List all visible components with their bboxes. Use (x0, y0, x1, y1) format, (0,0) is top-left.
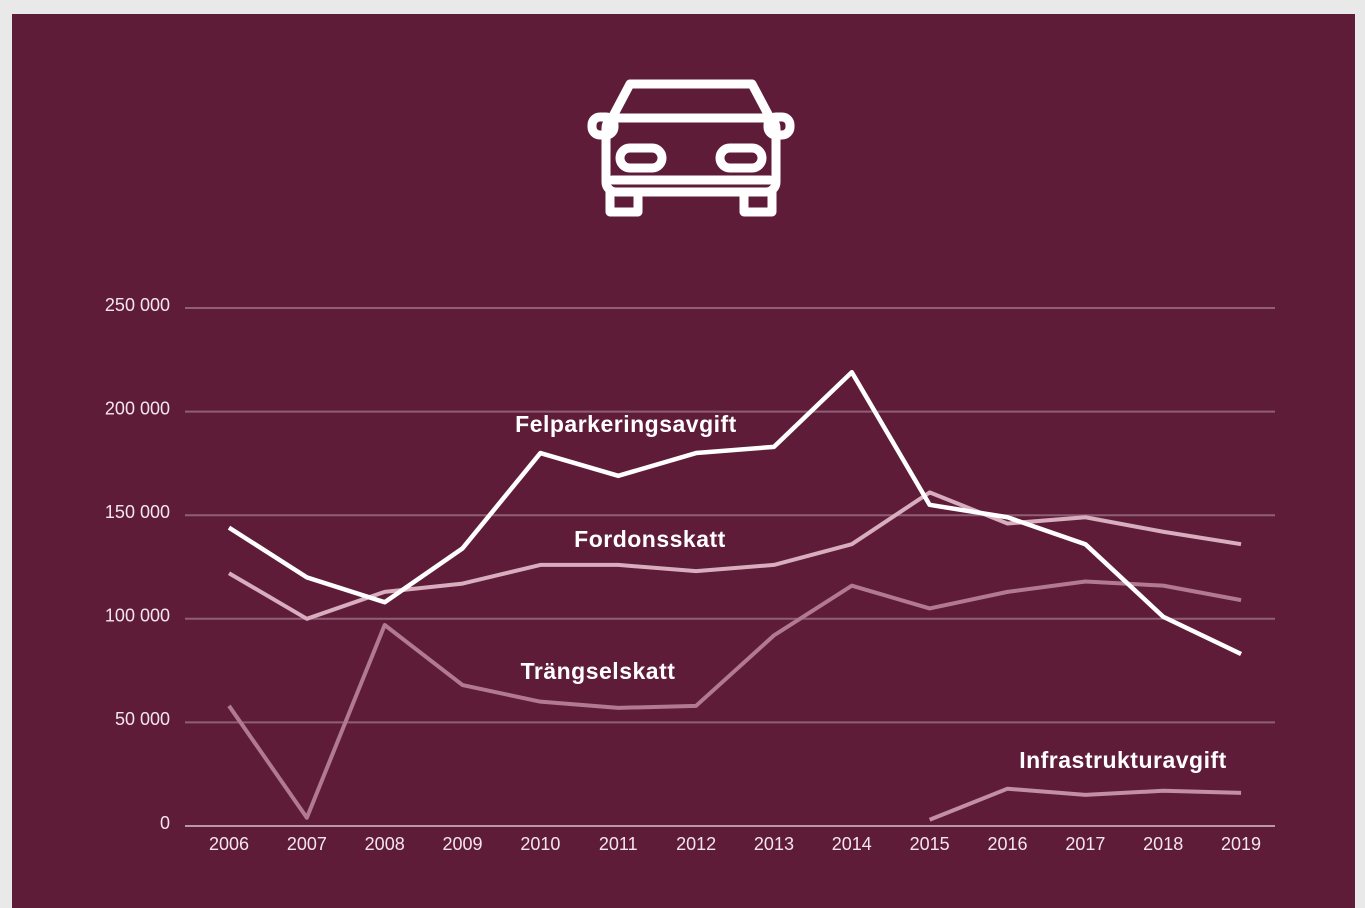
x-tick-label: 2017 (1065, 834, 1105, 854)
x-tick-label: 2011 (599, 834, 638, 854)
background (12, 14, 1355, 908)
x-tick-label: 2010 (520, 834, 560, 854)
y-tick-label: 0 (160, 813, 170, 833)
x-tick-label: 2016 (987, 834, 1027, 854)
x-tick-label: 2012 (676, 834, 716, 854)
x-tick-label: 2008 (365, 834, 405, 854)
x-tick-label: 2015 (910, 834, 950, 854)
x-tick-label: 2019 (1221, 834, 1261, 854)
series-label: Infrastrukturavgift (1019, 747, 1227, 773)
page: {"chart_data": {"type": "line", "categor… (0, 0, 1365, 908)
x-tick-label: 2007 (287, 834, 327, 854)
x-tick-label: 2009 (443, 834, 483, 854)
chart: 0 50 000 100 000 150 000 200 000 250 000 2006 2… (0, 0, 1365, 908)
y-tick-label: 150 000 (105, 502, 170, 522)
x-tick-label: 2018 (1143, 834, 1183, 854)
x-tick-label: 2013 (754, 834, 794, 854)
y-tick-label: 100 000 (105, 606, 170, 626)
y-tick-label: 250 000 (105, 295, 170, 315)
x-tick-label: 2014 (832, 834, 872, 854)
series-label: Trängselskatt (521, 658, 676, 684)
x-tick-label: 2006 (209, 834, 249, 854)
y-tick-label: 50 000 (115, 709, 170, 729)
series-label: Felparkeringsavgift (515, 411, 737, 437)
y-tick-label: 200 000 (105, 398, 170, 418)
series-label: Fordonsskatt (574, 526, 726, 552)
